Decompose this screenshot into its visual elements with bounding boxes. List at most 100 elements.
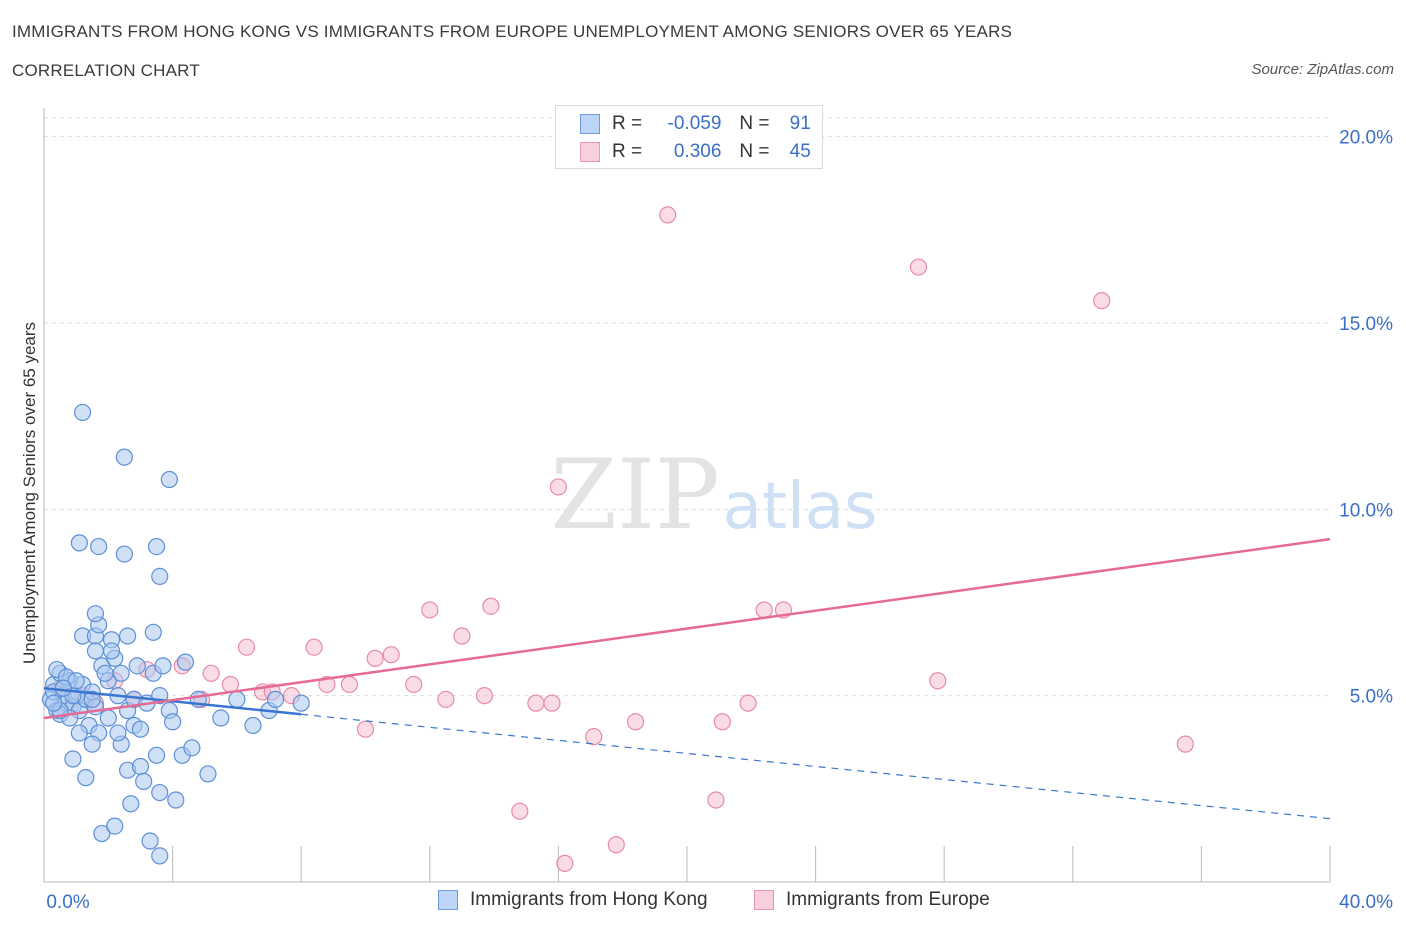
- data-point-europe: [202, 664, 220, 682]
- data-point-hong-kong: [135, 772, 153, 790]
- data-point-hong-kong: [292, 694, 310, 712]
- data-point-hong-kong: [99, 709, 117, 727]
- data-point-europe: [585, 728, 603, 746]
- data-point-hong-kong: [115, 545, 133, 563]
- data-point-hong-kong: [86, 642, 105, 660]
- y-tick-label: 10.0%: [1339, 500, 1393, 521]
- y-tick-label: 20.0%: [1339, 128, 1393, 149]
- x-tick-label: 0.0%: [46, 892, 89, 913]
- data-point-hong-kong: [228, 690, 246, 708]
- data-point-hong-kong: [90, 537, 108, 556]
- data-point-europe: [929, 672, 947, 690]
- data-point-hong-kong: [86, 605, 105, 623]
- legend-r-label: R =: [612, 141, 643, 162]
- data-point-hong-kong: [131, 757, 150, 776]
- data-point-hong-kong: [54, 679, 72, 697]
- data-point-europe: [340, 675, 359, 694]
- data-point-europe: [556, 854, 574, 872]
- data-point-hong-kong: [118, 627, 137, 645]
- data-point-europe: [739, 694, 757, 712]
- data-point-hong-kong: [183, 739, 201, 757]
- legend-swatch-pink: [580, 142, 600, 162]
- bottom-legend-label: Immigrants from Europe: [786, 889, 990, 910]
- data-point-europe: [511, 802, 529, 820]
- watermark-atlas: atlas: [723, 470, 878, 544]
- data-point-hong-kong: [112, 664, 130, 682]
- y-axis-label: Unemployment Among Seniors over 65 years: [20, 321, 39, 665]
- data-point-europe: [475, 687, 494, 705]
- data-point-hong-kong: [83, 690, 101, 708]
- data-point-hong-kong: [122, 795, 140, 813]
- data-point-europe: [482, 597, 500, 615]
- bottom-legend-label: Immigrants from Hong Kong: [470, 889, 708, 910]
- data-point-hong-kong: [67, 672, 85, 690]
- watermark-zip: ZIP: [550, 439, 719, 551]
- data-point-hong-kong: [45, 694, 63, 712]
- data-point-hong-kong: [77, 769, 95, 787]
- data-point-hong-kong: [109, 724, 127, 742]
- data-point-hong-kong: [93, 824, 111, 843]
- hong-kong-points: [41, 403, 310, 865]
- legend-swatch-blue: [580, 114, 600, 134]
- data-point-europe: [421, 601, 439, 619]
- data-point-europe: [659, 206, 677, 224]
- data-point-europe: [1093, 292, 1111, 310]
- data-point-europe: [713, 713, 731, 731]
- data-point-hong-kong: [102, 642, 121, 660]
- data-point-hong-kong: [73, 403, 92, 422]
- data-point-europe: [405, 675, 423, 694]
- bottom-legend-swatch-pink: [754, 890, 774, 910]
- x-tick-label: 40.0%: [1339, 892, 1393, 913]
- data-point-europe: [909, 258, 928, 276]
- legend-r-label: R =: [612, 113, 643, 134]
- data-point-europe: [707, 791, 725, 809]
- chart-subtitle: CORRELATION CHART: [12, 61, 200, 80]
- source-label: Source: ZipAtlas.com: [1251, 61, 1394, 78]
- data-point-europe: [305, 638, 323, 656]
- data-point-hong-kong: [144, 623, 162, 641]
- axes: [43, 108, 1331, 883]
- correlation-legend: R = -0.059 N = 91 R = 0.306 N = 45: [555, 105, 823, 169]
- data-point-europe: [237, 638, 256, 656]
- bottom-legend-europe: Immigrants from Europe: [754, 889, 990, 911]
- data-point-hong-kong: [115, 448, 133, 466]
- legend-n-value: 45: [789, 141, 811, 162]
- data-point-europe: [543, 694, 561, 712]
- data-point-hong-kong: [70, 724, 88, 742]
- data-point-hong-kong: [128, 657, 146, 675]
- bottom-legend-hong-kong: Immigrants from Hong Kong: [438, 889, 708, 911]
- data-point-hong-kong: [154, 657, 172, 675]
- grid-lines: [44, 117, 1330, 697]
- data-point-hong-kong: [199, 765, 217, 783]
- data-point-europe: [356, 720, 375, 738]
- data-point-europe: [1176, 735, 1194, 753]
- legend-r-value: -0.059: [667, 113, 722, 134]
- trend-line-hong-kong-dashed: [301, 713, 1331, 820]
- data-point-hong-kong: [244, 716, 262, 735]
- data-point-hong-kong: [212, 709, 230, 727]
- data-point-europe: [382, 646, 400, 664]
- y-tick-label: 5.0%: [1350, 687, 1393, 708]
- data-point-europe: [626, 713, 645, 731]
- legend-n-value: 91: [789, 113, 811, 134]
- bottom-legend-swatch-blue: [438, 890, 458, 910]
- data-point-europe: [366, 649, 384, 667]
- data-point-hong-kong: [131, 720, 150, 738]
- y-tick-label: 15.0%: [1339, 314, 1393, 335]
- data-point-hong-kong: [176, 653, 195, 671]
- data-point-europe: [437, 690, 455, 708]
- legend-row-hong-kong: R = -0.059 N = 91: [580, 111, 811, 137]
- data-point-hong-kong: [164, 713, 182, 731]
- chart-title: IMMIGRANTS FROM HONG KONG VS IMMIGRANTS …: [12, 22, 1013, 41]
- data-point-hong-kong: [266, 690, 285, 708]
- data-point-hong-kong: [147, 537, 166, 556]
- trend-line-europe: [43, 537, 1331, 720]
- data-point-hong-kong: [96, 664, 114, 682]
- data-point-europe: [755, 601, 773, 619]
- data-point-hong-kong: [151, 783, 169, 802]
- data-point-hong-kong: [70, 534, 88, 552]
- legend-row-europe: R = 0.306 N = 45: [580, 139, 811, 165]
- legend-n-label: N =: [739, 113, 770, 134]
- data-point-hong-kong: [167, 791, 185, 809]
